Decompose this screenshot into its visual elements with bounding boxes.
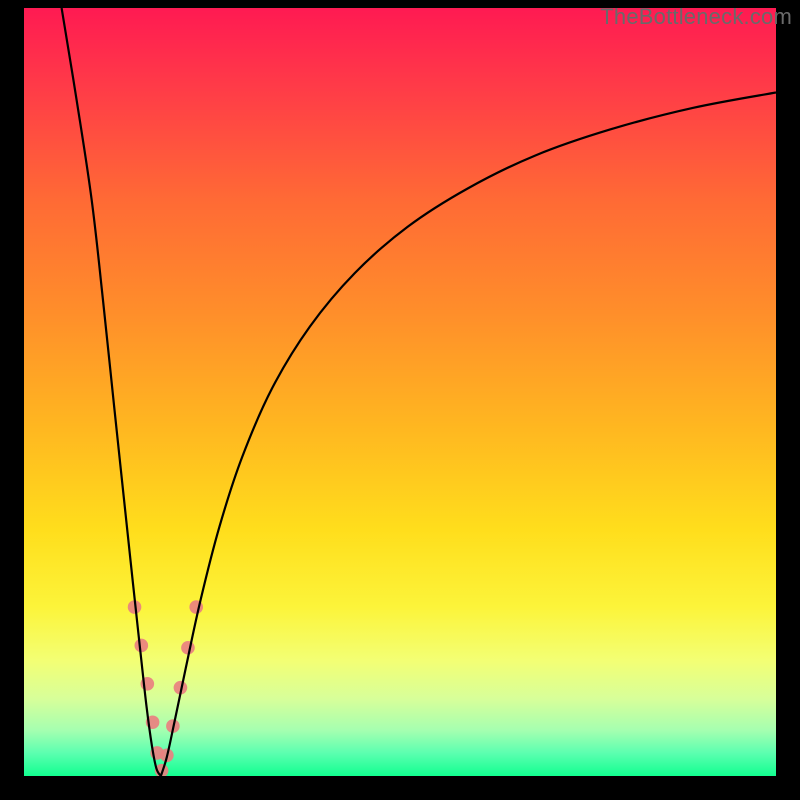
curve-left-branch <box>62 8 161 776</box>
chart-frame: TheBottleneck.com <box>0 0 800 800</box>
plot-area <box>24 8 776 776</box>
curve-right-branch <box>161 92 776 776</box>
data-markers <box>128 600 203 776</box>
watermark-text: TheBottleneck.com <box>600 4 792 30</box>
bottleneck-curve <box>24 8 776 776</box>
